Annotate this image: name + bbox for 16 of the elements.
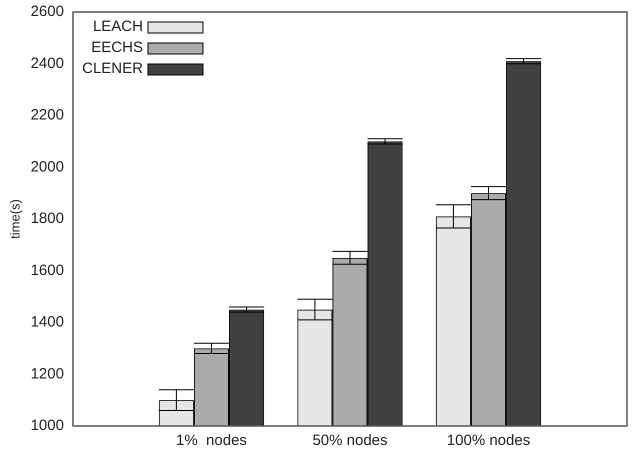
y-tick-label: 2400 (30, 54, 64, 72)
y-tick-label: 1600 (30, 262, 64, 279)
x-tick-label: 50% nodes (312, 432, 388, 450)
y-tick-label: 2000 (30, 158, 64, 176)
y-tick-label: 2600 (30, 3, 64, 20)
x-tick-label: 1% nodes (176, 432, 247, 450)
y-tick-label: 1400 (30, 314, 64, 331)
y-axis-title: time(s) (7, 199, 22, 239)
legend-label: CLENER (82, 60, 144, 78)
x-tick-label: 100% nodes (446, 432, 530, 450)
y-tick-label: 1000 (30, 417, 64, 434)
y-tick-label: 1200 (30, 365, 64, 382)
y-tick-label: 2200 (30, 106, 64, 124)
y-tick-label: 1800 (30, 210, 64, 228)
legend-label: EECHS (91, 39, 143, 56)
legend-label: LEACH (92, 18, 143, 36)
